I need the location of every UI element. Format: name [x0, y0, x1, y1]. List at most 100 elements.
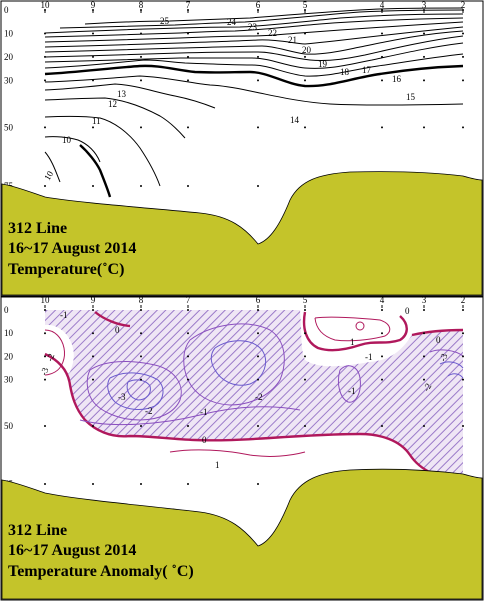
- anomaly-minus2-left: [107, 372, 164, 410]
- anomaly-sea-bottom: [1, 468, 483, 600]
- temperature-title-line-2: 16~17 August 2014: [8, 240, 136, 257]
- depth-label-10: 10: [4, 328, 14, 338]
- sample-point: [44, 185, 46, 187]
- positive-anomaly-window-1: [45, 324, 74, 378]
- sample-point: [92, 79, 94, 82]
- depth-label-10: 10: [4, 28, 14, 38]
- sample-point: [423, 425, 425, 427]
- anomaly-zero-upper-right: [302, 311, 408, 352]
- sample-point: [257, 9, 259, 11]
- sample-point: [92, 126, 94, 129]
- sample-point: [381, 378, 383, 381]
- anomaly-title-line-3: Temperature Anomaly( ˚C): [8, 563, 194, 580]
- station-label-7: 7: [186, 295, 191, 305]
- anomaly-minus2-center: [210, 340, 266, 386]
- isotherm-10b: [79, 144, 112, 198]
- sample-point: [304, 425, 306, 427]
- sample-point: [257, 378, 259, 381]
- alabel-plus1-bottom: 1: [215, 460, 220, 470]
- sample-point: [257, 309, 259, 311]
- anomaly-station-ticks: 10 9 8 7 6 5 4 3 2: [41, 295, 465, 308]
- sample-point: [381, 332, 383, 335]
- clabel-25: 25: [160, 16, 170, 26]
- temperature-title-line-1: 312 Line: [8, 220, 67, 237]
- isotherm-12: [44, 97, 186, 139]
- sample-point: [257, 55, 259, 58]
- anomaly-depth-ticks: 01020305075(m): [2, 305, 15, 499]
- anomaly-title: 312 Line 16~17 August 2014 Temperature A…: [8, 522, 194, 580]
- anomaly-contours: [44, 311, 464, 482]
- alabel-minus3-left: -3: [38, 366, 50, 377]
- isotherm-20: [44, 26, 464, 48]
- station-label-3: 3: [422, 295, 427, 305]
- station-label-10: 10: [41, 295, 51, 305]
- sample-point: [44, 126, 46, 129]
- sample-point: [187, 483, 189, 485]
- sample-point: [187, 378, 189, 381]
- sample-point: [187, 309, 189, 311]
- sample-point: [44, 32, 46, 35]
- station-label-9: 9: [91, 295, 96, 305]
- temperature-title: 312 Line 16~17 August 2014 Temperature(˚…: [8, 220, 136, 278]
- temperature-panel-frame: [0, 0, 484, 297]
- temperature-sea-bottom: [1, 171, 483, 296]
- sample-point: [140, 9, 142, 11]
- sample-point: [381, 355, 383, 358]
- sample-point: [44, 378, 46, 381]
- clabel-22: 22: [268, 28, 277, 38]
- sample-point: [381, 32, 383, 35]
- anomaly-minus1-left: [86, 361, 182, 421]
- sample-point: [187, 9, 189, 11]
- sample-point: [44, 309, 46, 311]
- clabel-15: 15: [406, 92, 416, 102]
- sample-point: [187, 79, 189, 82]
- sample-point: [423, 378, 425, 381]
- clabel-20: 20: [302, 45, 312, 55]
- isotherm-25: [84, 7, 464, 25]
- clabel-23: 23: [248, 22, 258, 32]
- alabel-zero-main: 0: [202, 435, 207, 445]
- alabel-minus1-upper-right: -1: [365, 352, 373, 362]
- clabel-11: 11: [92, 116, 101, 126]
- depth-label-30: 30: [4, 75, 14, 85]
- station-label-5: 5: [303, 0, 308, 10]
- depth-label-20: 20: [4, 351, 14, 361]
- temperature-sample-points: [44, 9, 464, 187]
- sample-point: [140, 55, 142, 58]
- sample-point: [423, 55, 425, 58]
- sample-point: [304, 378, 306, 381]
- alabel-zero-upper-left: 0: [115, 325, 120, 335]
- clabel-10-lower: 10: [42, 169, 55, 182]
- sample-point: [423, 79, 425, 82]
- sample-point: [92, 483, 94, 485]
- station-label-6: 6: [256, 0, 261, 10]
- sample-point: [257, 79, 259, 82]
- isotherm-10a: [44, 136, 101, 163]
- sample-point: [381, 126, 383, 129]
- positive-anomaly-window-2: [304, 311, 407, 351]
- anomaly-plus1-left: [44, 329, 65, 376]
- alabel-zero-upper-right: 0: [405, 306, 410, 316]
- sample-point: [381, 9, 383, 11]
- sample-point: [187, 355, 189, 358]
- sample-point: [140, 32, 142, 35]
- sample-point: [140, 79, 142, 82]
- alabel-minus2-inner: -2: [145, 406, 153, 416]
- sample-point: [257, 355, 259, 358]
- alabel-minus1-right: -1: [348, 386, 356, 396]
- clabel-18: 18: [340, 67, 350, 77]
- sample-point: [44, 483, 46, 485]
- alabel-zero-far-right: 0: [436, 335, 441, 345]
- temperature-contours: [44, 7, 464, 198]
- alabel-minus3-inner: -3: [118, 392, 126, 402]
- isotherm-15: [44, 64, 464, 88]
- anomaly-panel-frame: [0, 296, 484, 601]
- isotherm-24: [59, 9, 464, 29]
- sample-point: [257, 185, 259, 187]
- sample-point: [304, 79, 306, 82]
- sample-point: [92, 32, 94, 35]
- sample-point: [381, 309, 383, 311]
